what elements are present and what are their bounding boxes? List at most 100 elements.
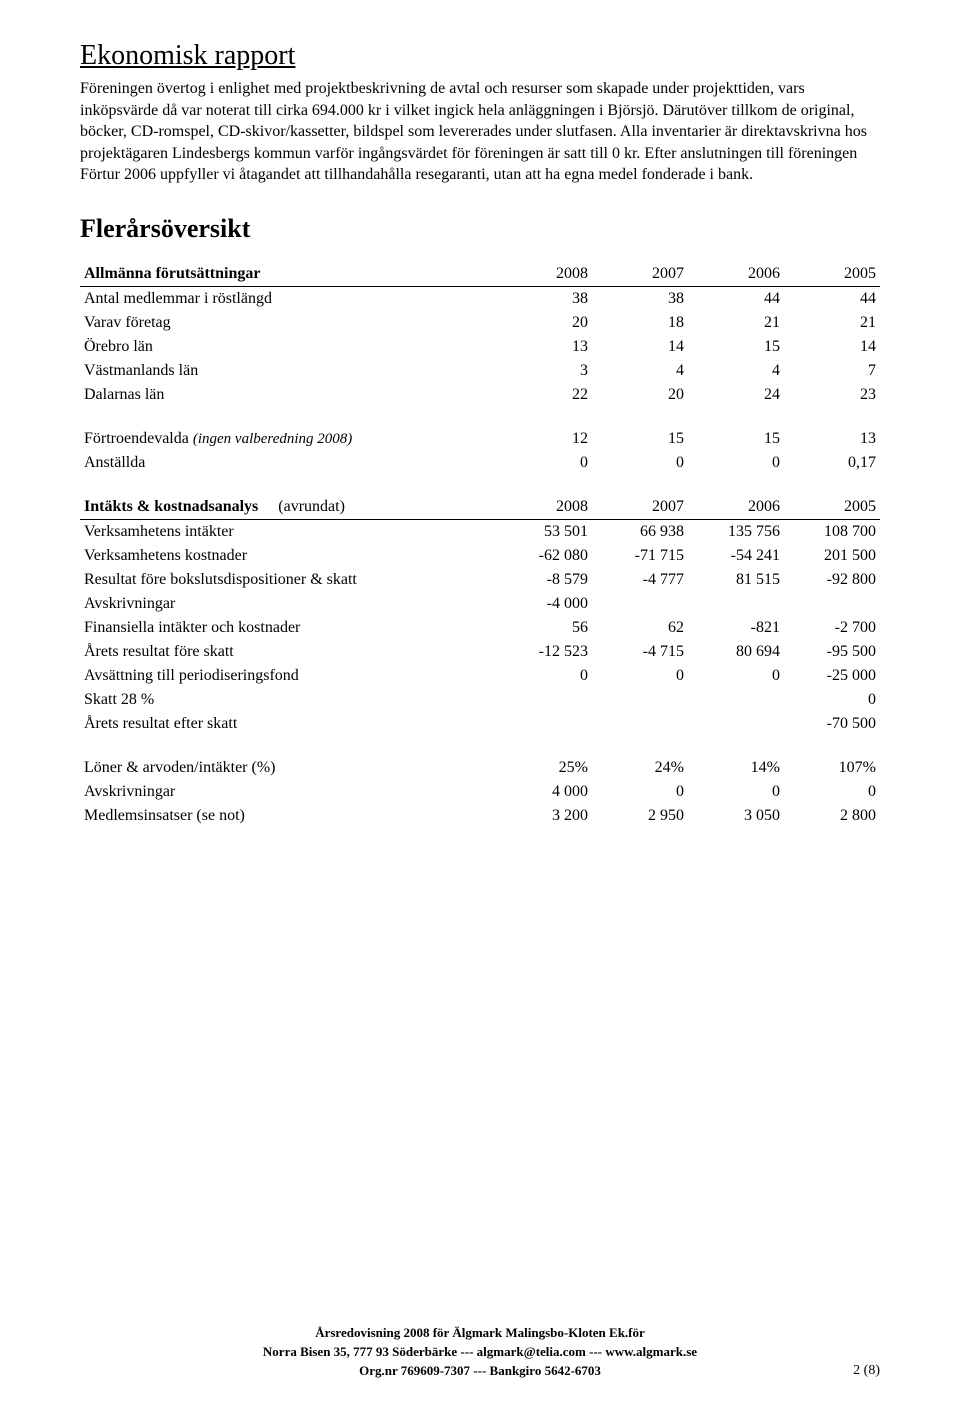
cell: 15: [688, 427, 784, 451]
cell: [592, 712, 688, 736]
row-label: Avsättning till periodiseringsfond: [80, 664, 496, 688]
cell: [688, 688, 784, 712]
content: Ekonomisk rapport Föreningen övertog i e…: [80, 40, 880, 1284]
cell: 14: [592, 335, 688, 359]
header-sub: (avrundat): [278, 498, 345, 515]
row-label: Årets resultat före skatt: [80, 640, 496, 664]
cell: -4 715: [592, 640, 688, 664]
cell: 0: [784, 780, 880, 804]
row-label: Dalarnas län: [80, 383, 496, 407]
cell: 12: [496, 427, 592, 451]
row-label-text: Förtroendevalda: [84, 430, 193, 447]
row-label: Avskrivningar: [80, 780, 496, 804]
table-row: Resultat före bokslutsdispositioner & sk…: [80, 568, 880, 592]
table-row: Avsättning till periodiseringsfond 0 0 0…: [80, 664, 880, 688]
cell: 38: [592, 286, 688, 311]
row-label: Finansiella intäkter och kostnader: [80, 616, 496, 640]
cell: 14%: [688, 756, 784, 780]
year-col: 2006: [688, 495, 784, 520]
table-staff: Förtroendevalda (ingen valberedning 2008…: [80, 427, 880, 475]
cell: 4 000: [496, 780, 592, 804]
cell: [592, 688, 688, 712]
table-header-row: Allmänna förutsättningar 2008 2007 2006 …: [80, 262, 880, 287]
row-label: Verksamhetens intäkter: [80, 519, 496, 544]
row-label: Avskrivningar: [80, 592, 496, 616]
table-row: Verksamhetens kostnader -62 080 -71 715 …: [80, 544, 880, 568]
table-header-label: Allmänna förutsättningar: [80, 262, 496, 287]
cell: 22: [496, 383, 592, 407]
table-general-conditions: Allmänna förutsättningar 2008 2007 2006 …: [80, 262, 880, 407]
cell: 0: [688, 664, 784, 688]
cell: 21: [784, 311, 880, 335]
cell: 18: [592, 311, 688, 335]
table-row: Västmanlands län 3 4 4 7: [80, 359, 880, 383]
cell: -54 241: [688, 544, 784, 568]
table-row: Löner & arvoden/intäkter (%) 25% 24% 14%…: [80, 756, 880, 780]
cell: 4: [592, 359, 688, 383]
row-label-italic: (ingen valberedning 2008): [193, 431, 352, 447]
table-row: Förtroendevalda (ingen valberedning 2008…: [80, 427, 880, 451]
cell: 0: [592, 664, 688, 688]
table-row: Skatt 28 % 0: [80, 688, 880, 712]
table-row: Avskrivningar -4 000: [80, 592, 880, 616]
cell: 81 515: [688, 568, 784, 592]
table-row: Antal medlemmar i röstlängd 38 38 44 44: [80, 286, 880, 311]
footer-line-1: Årsredovisning 2008 för Älgmark Malingsb…: [80, 1324, 880, 1343]
cell: -4 777: [592, 568, 688, 592]
table-row: Varav företag 20 18 21 21: [80, 311, 880, 335]
page-number: 2 (8): [853, 1361, 880, 1381]
body-paragraph: Föreningen övertog i enlighet med projek…: [80, 78, 880, 186]
cell: [784, 592, 880, 616]
cell: -8 579: [496, 568, 592, 592]
cell: [688, 592, 784, 616]
cell: [688, 712, 784, 736]
cell: -4 000: [496, 592, 592, 616]
cell: 0,17: [784, 451, 880, 475]
year-col: 2008: [496, 262, 592, 287]
cell: -70 500: [784, 712, 880, 736]
cell: 0: [496, 664, 592, 688]
page: Ekonomisk rapport Föreningen övertog i e…: [0, 0, 960, 1411]
cell: -821: [688, 616, 784, 640]
cell: 44: [784, 286, 880, 311]
row-label: Medlemsinsatser (se not): [80, 804, 496, 828]
year-col: 2007: [592, 495, 688, 520]
section-heading: Flerårsöversikt: [80, 214, 880, 244]
table-row: Avskrivningar 4 000 0 0 0: [80, 780, 880, 804]
table-row: Finansiella intäkter och kostnader 56 62…: [80, 616, 880, 640]
cell: 24: [688, 383, 784, 407]
cell: 0: [592, 780, 688, 804]
cell: 20: [496, 311, 592, 335]
cell: 23: [784, 383, 880, 407]
year-col: 2007: [592, 262, 688, 287]
row-label: Årets resultat efter skatt: [80, 712, 496, 736]
year-col: 2005: [784, 495, 880, 520]
row-label: Verksamhetens kostnader: [80, 544, 496, 568]
cell: 20: [592, 383, 688, 407]
cell: 0: [688, 451, 784, 475]
table-row: Anställda 0 0 0 0,17: [80, 451, 880, 475]
cell: [496, 688, 592, 712]
cell: -12 523: [496, 640, 592, 664]
table-row: Örebro län 13 14 15 14: [80, 335, 880, 359]
cell: 0: [496, 451, 592, 475]
row-label: Resultat före bokslutsdispositioner & sk…: [80, 568, 496, 592]
cell: -62 080: [496, 544, 592, 568]
cell: 3 200: [496, 804, 592, 828]
cell: 0: [592, 451, 688, 475]
header-bold: Intäkts & kostnadsanalys: [84, 498, 258, 515]
table-income-analysis: Intäkts & kostnadsanalys (avrundat) 2008…: [80, 495, 880, 736]
row-label: Örebro län: [80, 335, 496, 359]
cell: 15: [688, 335, 784, 359]
footer-line-2: Norra Bisen 35, 777 93 Söderbärke --- al…: [80, 1343, 880, 1362]
row-label: Antal medlemmar i röstlängd: [80, 286, 496, 311]
table-header-row: Intäkts & kostnadsanalys (avrundat) 2008…: [80, 495, 880, 520]
cell: 108 700: [784, 519, 880, 544]
row-label: Förtroendevalda (ingen valberedning 2008…: [80, 427, 496, 451]
row-label: Västmanlands län: [80, 359, 496, 383]
cell: 24%: [592, 756, 688, 780]
cell: 2 800: [784, 804, 880, 828]
table-row: Årets resultat före skatt -12 523 -4 715…: [80, 640, 880, 664]
cell: 3 050: [688, 804, 784, 828]
row-label: Skatt 28 %: [80, 688, 496, 712]
